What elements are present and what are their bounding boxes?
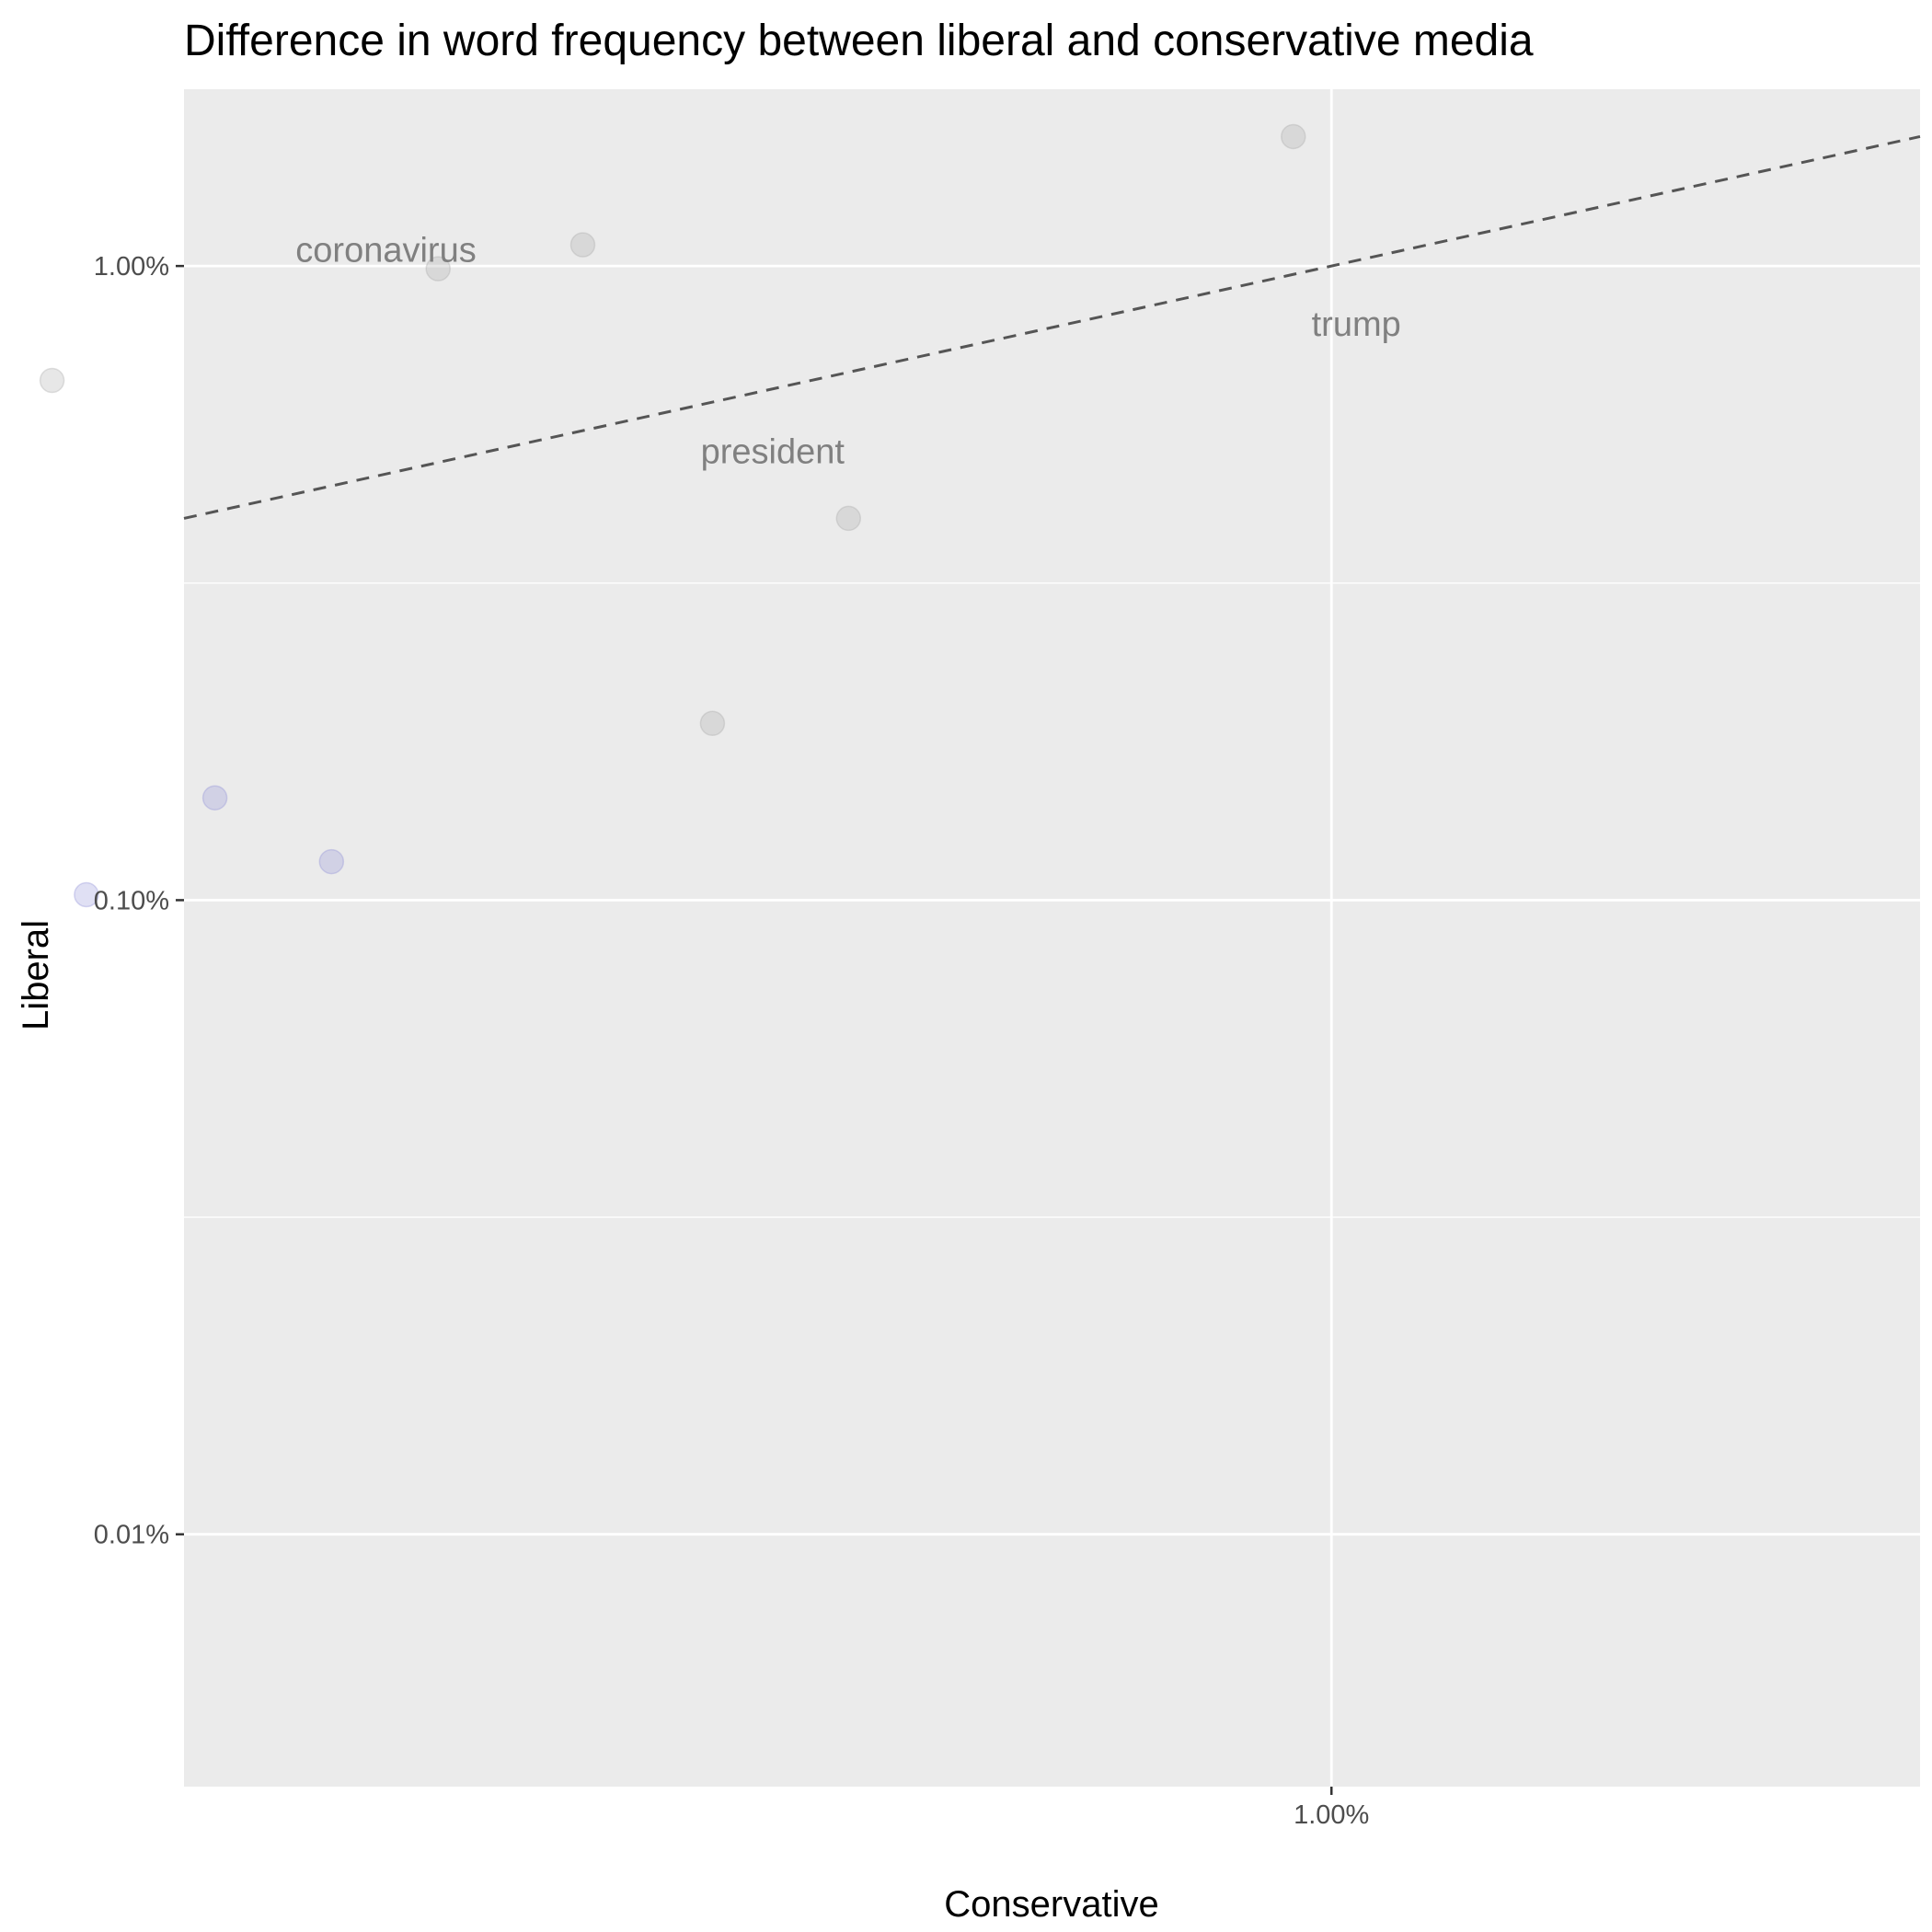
background-point bbox=[318, 848, 345, 875]
background-point bbox=[699, 710, 726, 737]
word-label-trump: trump bbox=[1312, 305, 1401, 344]
x-axis-title: Conservative bbox=[944, 1884, 1158, 1925]
background-point bbox=[201, 785, 228, 811]
background-point bbox=[39, 367, 65, 394]
y-axis-title: Liberal bbox=[16, 920, 56, 1030]
chart-title: Difference in word frequency between lib… bbox=[184, 17, 1534, 65]
major-gridlines bbox=[184, 89, 1920, 1787]
word-labels: trumpcoronaviruspresidentpeoplecovidu.sh… bbox=[295, 232, 1401, 472]
reference-diagonal-line bbox=[183, 134, 1921, 520]
x-axis: 0.01%0.10%1.00% bbox=[1294, 1787, 1369, 1830]
background-point bbox=[835, 505, 862, 532]
background-point bbox=[74, 881, 99, 908]
word-label-president: president bbox=[701, 433, 845, 472]
minor-gridlines bbox=[184, 582, 1920, 1218]
y-tick-label: 1.00% bbox=[94, 252, 169, 282]
plot-panel bbox=[184, 89, 1920, 1787]
word-label-coronavirus: coronavirus bbox=[295, 232, 476, 270]
y-axis: 0.01% 0.10% 1.00% bbox=[94, 252, 184, 1550]
background-point bbox=[569, 232, 596, 258]
scatter-points bbox=[39, 123, 1306, 908]
y-tick-label: 0.10% bbox=[94, 886, 169, 915]
y-tick-label: 0.01% bbox=[94, 1521, 169, 1550]
x-tick-label: 1.00% bbox=[1294, 1800, 1369, 1830]
background-point bbox=[1281, 123, 1306, 150]
background-point bbox=[425, 256, 451, 282]
